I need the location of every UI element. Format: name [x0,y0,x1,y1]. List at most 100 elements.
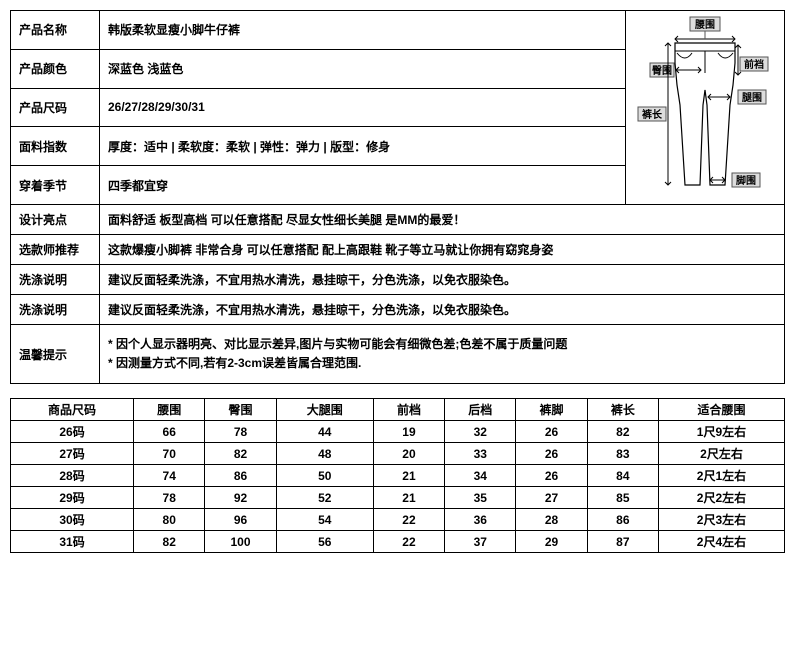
size-cell: 27 [516,487,587,509]
table-row: 27码708248203326832尺左右 [11,443,785,465]
size-cell: 26 [516,443,587,465]
spec-value: 面料舒适 板型高档 可以任意搭配 尽显女性细长美腿 是MM的最爱！ [100,205,785,235]
size-cell: 26码 [11,421,134,443]
pants-diagram: 腰围 臀围 [630,15,780,200]
size-cell: 48 [276,443,373,465]
size-cell: 82 [205,443,276,465]
size-cell: 28 [516,509,587,531]
spec-label: 穿着季节 [11,166,100,205]
size-cell: 2尺2左右 [658,487,784,509]
spec-label: 洗涤说明 [11,265,100,295]
size-cell: 2尺4左右 [658,531,784,553]
size-header: 裤长 [587,399,658,421]
table-row: 26码667844193226821尺9左右 [11,421,785,443]
size-cell: 96 [205,509,276,531]
size-header: 腰围 [134,399,205,421]
tip-value: * 因个人显示器明亮、对比显示差异,图片与实物可能会有细微色差;色差不属于质量问… [100,325,785,384]
tip-label: 温馨提示 [11,325,100,384]
size-cell: 80 [134,509,205,531]
size-cell: 26 [516,421,587,443]
size-header: 商品尺码 [11,399,134,421]
spec-label: 产品尺码 [11,88,100,127]
size-header-row: 商品尺码 腰围 臀围 大腿围 前档 后档 裤脚 裤长 适合腰围 [11,399,785,421]
size-cell: 30码 [11,509,134,531]
size-cell: 78 [134,487,205,509]
size-cell: 2尺3左右 [658,509,784,531]
size-cell: 50 [276,465,373,487]
size-cell: 66 [134,421,205,443]
size-cell: 27码 [11,443,134,465]
svg-text:裤长: 裤长 [642,108,663,121]
size-cell: 19 [373,421,444,443]
size-cell: 84 [587,465,658,487]
size-cell: 82 [134,531,205,553]
size-cell: 78 [205,421,276,443]
svg-text:腿围: 腿围 [742,92,762,104]
size-cell: 83 [587,443,658,465]
size-cell: 1尺9左右 [658,421,784,443]
table-row: 29码789252213527852尺2左右 [11,487,785,509]
spec-value: 建议反面轻柔洗涤，不宜用热水清洗，悬挂晾干，分色洗涤，以免衣服染色。 [100,265,785,295]
size-cell: 29 [516,531,587,553]
spec-value: 厚度：适中 | 柔软度：柔软 | 弹性：弹力 | 版型：修身 [100,127,626,166]
size-cell: 74 [134,465,205,487]
size-header: 适合腰围 [658,399,784,421]
spec-value: 这款爆瘦小脚裤 非常合身 可以任意搭配 配上高跟鞋 靴子等立马就让你拥有窈窕身姿 [100,235,785,265]
size-cell: 85 [587,487,658,509]
spec-label: 产品名称 [11,11,100,50]
size-cell: 21 [373,465,444,487]
size-header: 前档 [373,399,444,421]
spec-label: 面料指数 [11,127,100,166]
svg-text:臀围: 臀围 [652,65,672,77]
size-cell: 86 [587,509,658,531]
size-cell: 2尺1左右 [658,465,784,487]
size-cell: 37 [445,531,516,553]
size-cell: 20 [373,443,444,465]
size-header: 裤脚 [516,399,587,421]
size-header: 后档 [445,399,516,421]
pants-diagram-cell: 腰围 臀围 [626,11,785,205]
spec-value: 26/27/28/29/30/31 [100,88,626,127]
spec-label: 洗涤说明 [11,295,100,325]
size-cell: 31码 [11,531,134,553]
size-cell: 70 [134,443,205,465]
svg-text:前裆: 前裆 [744,58,764,71]
size-cell: 82 [587,421,658,443]
spec-label: 产品颜色 [11,49,100,88]
table-row: 30码809654223628862尺3左右 [11,509,785,531]
size-header: 大腿围 [276,399,373,421]
svg-text:腰围: 腰围 [694,19,715,31]
size-cell: 2尺左右 [658,443,784,465]
spec-label: 选款师推荐 [11,235,100,265]
size-header: 臀围 [205,399,276,421]
size-cell: 54 [276,509,373,531]
size-cell: 26 [516,465,587,487]
table-row: 31码8210056223729872尺4左右 [11,531,785,553]
size-cell: 28码 [11,465,134,487]
tip-line: * 因个人显示器明亮、对比显示差异,图片与实物可能会有细微色差;色差不属于质量问… [108,335,776,354]
table-row: 28码748650213426842尺1左右 [11,465,785,487]
size-cell: 34 [445,465,516,487]
spec-label: 设计亮点 [11,205,100,235]
size-cell: 22 [373,531,444,553]
size-cell: 22 [373,509,444,531]
size-cell: 87 [587,531,658,553]
size-cell: 29码 [11,487,134,509]
size-cell: 32 [445,421,516,443]
spec-value: 韩版柔软显瘦小脚牛仔裤 [100,11,626,50]
spec-table: 产品名称 韩版柔软显瘦小脚牛仔裤 腰围 [10,10,785,384]
size-cell: 44 [276,421,373,443]
spec-value: 四季都宜穿 [100,166,626,205]
size-cell: 35 [445,487,516,509]
size-cell: 92 [205,487,276,509]
size-cell: 36 [445,509,516,531]
size-cell: 56 [276,531,373,553]
size-cell: 52 [276,487,373,509]
size-table: 商品尺码 腰围 臀围 大腿围 前档 后档 裤脚 裤长 适合腰围 26码66784… [10,398,785,553]
tip-line: * 因测量方式不同,若有2-3cm误差皆属合理范围. [108,354,776,373]
size-cell: 100 [205,531,276,553]
size-cell: 86 [205,465,276,487]
size-cell: 21 [373,487,444,509]
spec-value: 建议反面轻柔洗涤，不宜用热水清洗，悬挂晾干，分色洗涤，以免衣服染色。 [100,295,785,325]
svg-text:脚围: 脚围 [736,174,756,187]
